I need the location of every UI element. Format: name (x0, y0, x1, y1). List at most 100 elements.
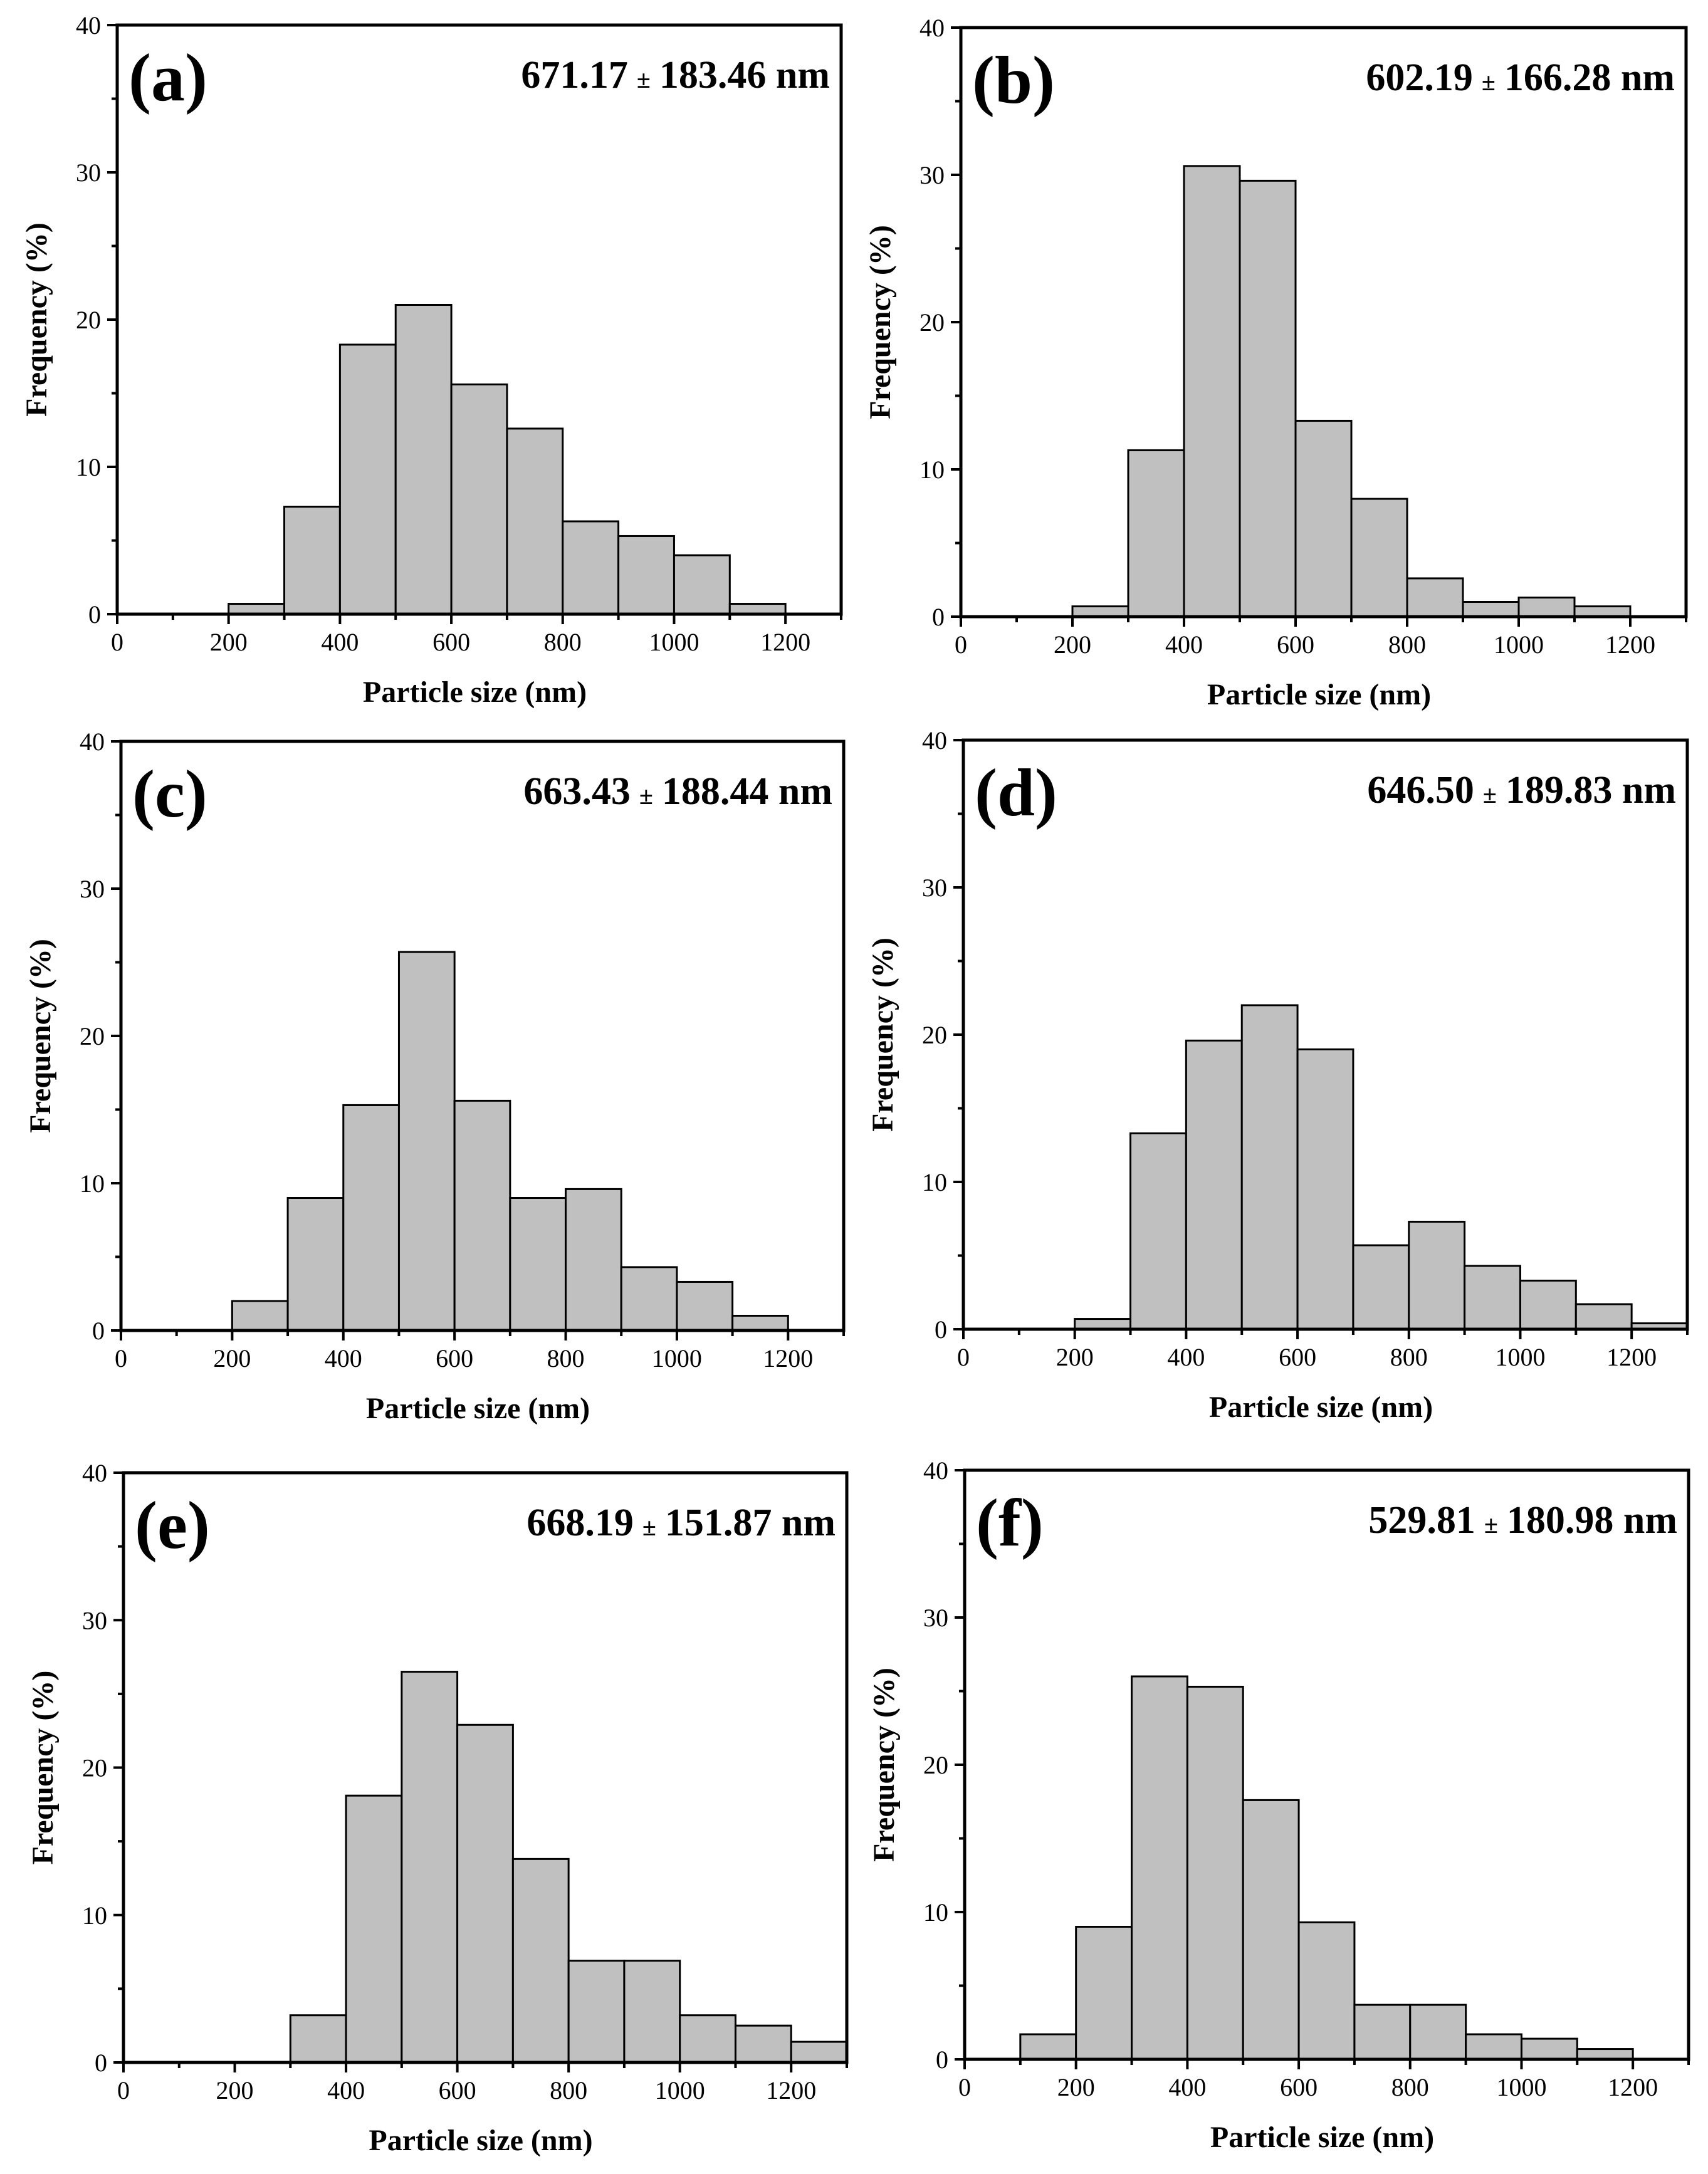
x-tick-label: 800 (1391, 2073, 1429, 2101)
y-axis-title: Frequency (%) (20, 222, 53, 417)
y-tick-label: 30 (923, 1604, 948, 1632)
histogram-bar (567, 1960, 626, 2064)
x-axis-title: Particle size (nm) (369, 2124, 592, 2157)
y-tick-label: 20 (76, 306, 101, 334)
x-tick-label: 0 (115, 1344, 127, 1372)
histogram-bar (1240, 1004, 1299, 1330)
x-axis-title: Particle size (nm) (363, 676, 587, 709)
y-tick-label: 40 (76, 11, 101, 39)
x-tick-label: 1000 (1494, 630, 1544, 659)
panel-e: 0 200 400 600 800 1000 1200 0 10 20 30 40 Particle s… (26, 1459, 849, 2157)
y-tick-label: 40 (82, 1459, 107, 1487)
x-tick-label: 200 (210, 628, 248, 656)
y-axis-title: Frequency (%) (26, 1671, 60, 1865)
histogram-bar (734, 2024, 792, 2064)
panel-d: 0 200 400 600 800 1000 1200 0 10 20 30 40 Particle s… (866, 726, 1689, 1424)
y-tick-label: 0 (936, 2046, 948, 2074)
x-tick-label: 1000 (649, 628, 699, 656)
y-axis-title: Frequency (%) (867, 1668, 901, 1862)
histogram-bar (1520, 2037, 1578, 2061)
histogram-bar (511, 1858, 570, 2064)
histogram-bar (1297, 1921, 1356, 2061)
x-tick-label: 200 (213, 1344, 251, 1372)
x-tick-label: 600 (1279, 1343, 1316, 1371)
panel-label: (a) (128, 41, 207, 115)
mean-sd-annotation: 646.50 ±189.83 nm (1367, 769, 1676, 812)
x-tick-label: 1200 (1605, 630, 1655, 659)
y-tick-label: 10 (82, 1901, 107, 1930)
y-tick-label: 0 (935, 1315, 947, 1344)
y-tick-label: 20 (82, 1754, 107, 1782)
y-tick-label: 40 (919, 14, 945, 42)
mean-value: 663.43 (523, 770, 631, 813)
x-tick-label: 800 (1390, 1343, 1428, 1371)
histogram-bar (676, 1280, 734, 1332)
panel-label: (e) (135, 1488, 210, 1563)
y-axis-title: Frequency (%) (24, 939, 57, 1133)
mean-value: 529.81 (1368, 1499, 1475, 1542)
y-tick-label: 10 (80, 1169, 105, 1198)
y-tick-label: 40 (80, 728, 105, 756)
y-tick-label: 10 (923, 1898, 948, 1926)
histogram-bar (1574, 1303, 1633, 1330)
x-tick-label: 400 (325, 1344, 362, 1372)
sd-value: 183.46 nm (659, 54, 830, 97)
y-tick-label: 0 (932, 603, 945, 631)
histogram-bar (397, 951, 456, 1332)
sd-value: 180.98 nm (1507, 1499, 1677, 1542)
x-tick-label: 800 (547, 1344, 585, 1372)
x-tick-label: 400 (1167, 1343, 1205, 1371)
x-tick-label: 0 (955, 630, 967, 659)
plus-minus-sign: ± (642, 1513, 656, 1541)
x-tick-label: 1000 (652, 1344, 702, 1372)
x-tick-label: 600 (1277, 630, 1314, 659)
x-tick-label: 800 (550, 2076, 587, 2104)
y-tick-label: 30 (82, 1606, 107, 1634)
histogram-bar (1019, 2033, 1077, 2061)
x-tick-label: 0 (111, 628, 123, 656)
y-tick-label: 30 (922, 874, 947, 902)
y-axis-title: Frequency (%) (866, 938, 899, 1132)
histogram-bar (620, 1266, 678, 1332)
histogram-bar (1353, 2004, 1412, 2061)
mean-value: 671.17 (521, 54, 628, 97)
mean-value: 602.19 (1366, 56, 1473, 99)
plus-minus-sign: ± (1482, 68, 1496, 96)
x-axis-title: Particle size (nm) (366, 1392, 590, 1425)
x-tick-label: 200 (216, 2076, 254, 2104)
x-tick-label: 400 (1165, 630, 1203, 659)
plus-minus-sign: ± (637, 65, 651, 93)
histogram-bar (1519, 1279, 1577, 1330)
y-tick-label: 20 (922, 1021, 947, 1049)
histogram-bar (1517, 596, 1576, 618)
x-tick-label: 600 (1280, 2073, 1318, 2101)
y-tick-label: 30 (76, 159, 101, 187)
histogram-bar (1464, 1265, 1521, 1330)
histogram-bar (286, 1197, 345, 1332)
mean-value: 668.19 (527, 1502, 634, 1544)
panel-label: (c) (132, 757, 207, 832)
y-axis-title: Frequency (%) (864, 225, 897, 419)
x-tick-label: 1000 (655, 2076, 705, 2104)
x-tick-label: 200 (1057, 2073, 1095, 2101)
histogram-bar (1296, 1048, 1354, 1330)
sd-value: 188.44 nm (662, 770, 832, 813)
y-tick-label: 40 (922, 726, 947, 755)
histogram-bar (231, 1300, 289, 1332)
histogram-bar (790, 2041, 848, 2064)
x-tick-label: 800 (1388, 630, 1426, 659)
x-tick-label: 0 (957, 1343, 970, 1371)
x-tick-label: 800 (544, 628, 582, 656)
histogram-bar (456, 1723, 514, 2064)
x-tick-label: 600 (432, 628, 470, 656)
x-tick-label: 0 (117, 2076, 130, 2104)
mean-sd-annotation: 529.81 ±180.98 nm (1368, 1499, 1677, 1542)
panel-f: 0 200 400 600 800 1000 1200 0 10 20 30 40 Particle s… (867, 1456, 1690, 2154)
histogram-bar (283, 505, 341, 615)
y-tick-label: 10 (922, 1168, 947, 1196)
histogram-bar (1185, 1039, 1243, 1330)
panel-c: 0 200 400 600 800 1000 1200 0 10 20 30 40 Particle s… (24, 728, 846, 1425)
x-tick-label: 400 (321, 628, 359, 656)
x-tick-label: 400 (327, 2076, 365, 2104)
x-axis-title: Particle size (nm) (1210, 2121, 1434, 2154)
